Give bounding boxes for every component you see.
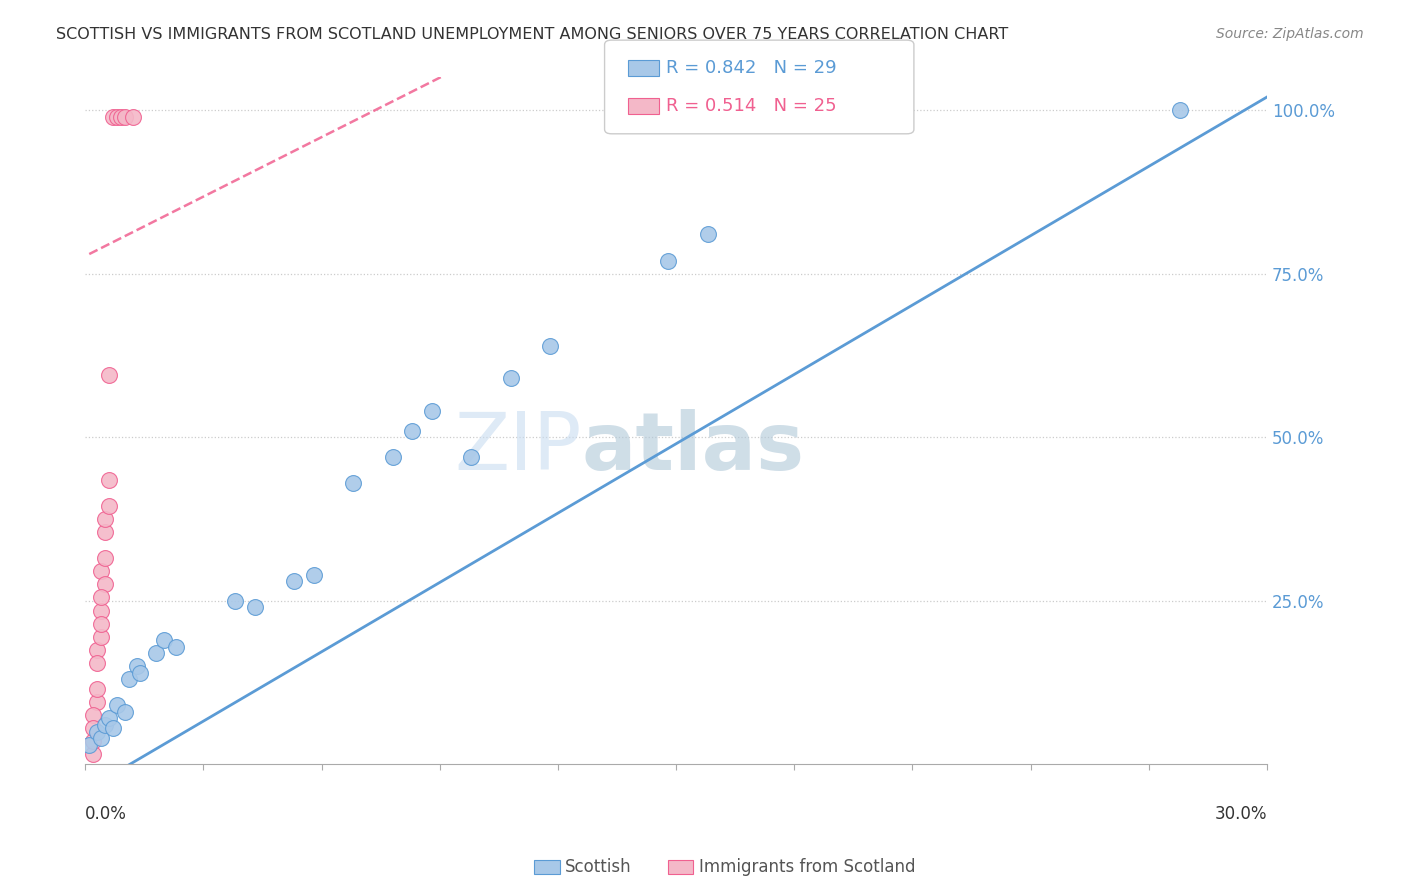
Point: [86, 724, 108, 739]
Point: [86, 695, 108, 709]
Point: [165, 640, 187, 654]
Point: [86, 656, 108, 670]
Text: R = 0.842   N = 29: R = 0.842 N = 29: [666, 60, 837, 78]
Point: [224, 593, 246, 607]
Point: [657, 253, 679, 268]
Point: [125, 659, 148, 673]
Point: [90, 603, 112, 617]
Point: [82, 734, 104, 748]
Point: [101, 721, 124, 735]
Text: ZIP: ZIP: [454, 409, 582, 487]
Point: [97, 368, 120, 382]
Point: [94, 718, 117, 732]
Point: [129, 665, 152, 680]
Point: [243, 600, 266, 615]
Point: [90, 564, 112, 578]
Point: [86, 681, 108, 696]
Text: Source: ZipAtlas.com: Source: ZipAtlas.com: [1216, 27, 1364, 41]
Text: atlas: atlas: [582, 409, 804, 487]
Point: [90, 616, 112, 631]
Text: R = 0.514   N = 25: R = 0.514 N = 25: [666, 96, 837, 114]
Point: [853, 103, 876, 117]
Point: [77, 738, 100, 752]
Point: [420, 404, 443, 418]
Point: [814, 103, 837, 117]
Point: [145, 646, 167, 660]
Point: [302, 567, 325, 582]
Point: [1168, 103, 1191, 117]
Point: [105, 698, 128, 713]
Point: [90, 630, 112, 644]
Point: [460, 450, 482, 464]
Point: [94, 524, 117, 539]
Point: [117, 672, 139, 686]
Point: [94, 577, 117, 591]
Point: [342, 475, 364, 490]
Text: Scottish: Scottish: [565, 858, 631, 876]
Point: [121, 110, 143, 124]
Point: [97, 499, 120, 513]
Point: [82, 708, 104, 723]
Point: [82, 721, 104, 735]
Text: SCOTTISH VS IMMIGRANTS FROM SCOTLAND UNEMPLOYMENT AMONG SENIORS OVER 75 YEARS CO: SCOTTISH VS IMMIGRANTS FROM SCOTLAND UNE…: [56, 27, 1008, 42]
Point: [538, 338, 561, 352]
Point: [114, 110, 136, 124]
Point: [90, 731, 112, 745]
Point: [101, 110, 124, 124]
Point: [94, 512, 117, 526]
Text: 0.0%: 0.0%: [86, 805, 127, 823]
Point: [110, 110, 132, 124]
Point: [696, 227, 718, 242]
Point: [114, 705, 136, 719]
Point: [499, 371, 522, 385]
Point: [153, 632, 176, 647]
Point: [401, 424, 423, 438]
Point: [82, 747, 104, 762]
Point: [381, 450, 404, 464]
Point: [97, 473, 120, 487]
Point: [105, 110, 128, 124]
Text: 30.0%: 30.0%: [1215, 805, 1267, 823]
Point: [97, 711, 120, 725]
Text: Immigrants from Scotland: Immigrants from Scotland: [699, 858, 915, 876]
Point: [94, 551, 117, 566]
Point: [86, 642, 108, 657]
Point: [283, 574, 305, 588]
Point: [90, 591, 112, 605]
